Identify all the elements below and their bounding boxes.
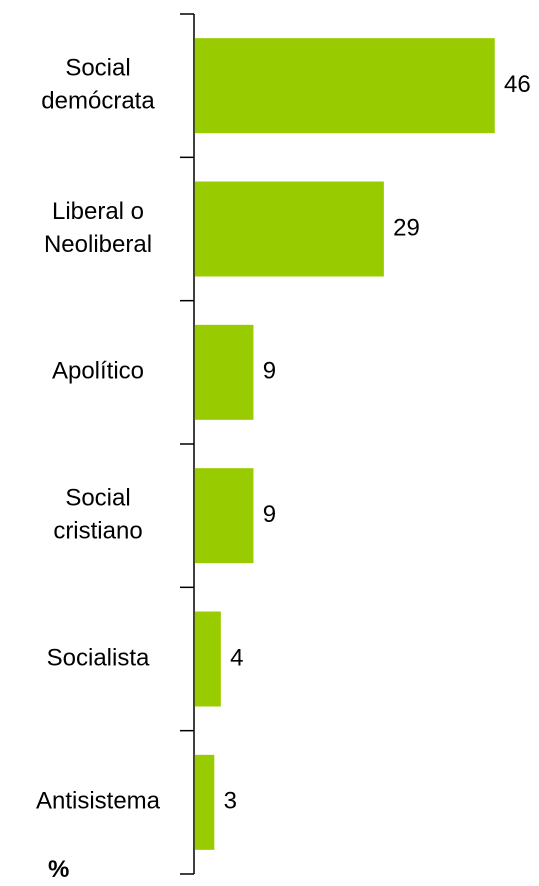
category-label: Social demócrata [41,55,155,115]
bar [194,611,221,707]
bar [194,181,384,277]
bar [194,38,495,134]
bar [194,754,215,850]
data-label: 4 [230,644,243,671]
bars-group [194,38,495,850]
category-label: Liberal o Neoliberal [44,198,152,258]
bar [194,324,254,420]
category-label: Social cristiano [53,485,142,545]
category-label: Antisistema [36,788,161,815]
category-label-line: Apolítico [52,358,144,385]
category-label: Socialista [47,644,150,671]
data-label: 3 [224,788,237,815]
bar [194,468,254,564]
data-label: 9 [263,501,276,528]
category-label-line: Antisistema [36,788,161,815]
category-label-line: Social [65,485,130,512]
value-labels-group: 46 29 9 9 4 3 [224,71,531,815]
category-label-line: demócrata [41,88,155,115]
category-label-line: cristiano [53,518,142,545]
category-label-line: Social [65,55,130,82]
category-labels-group: Social demócrata Liberal o Neoliberal Apolít… [36,55,161,815]
category-label-line: Liberal o [52,198,144,225]
category-label-line: Socialista [47,644,150,671]
data-label: 46 [504,71,531,98]
category-label-line: Neoliberal [44,231,152,258]
data-label: 29 [393,214,420,241]
y-axis-ticks [180,13,194,875]
data-label: 9 [263,358,276,385]
unit-label: % [48,856,70,883]
category-label: Apolítico [52,358,144,385]
